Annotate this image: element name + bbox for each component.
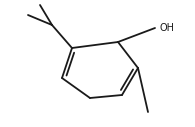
Text: OH: OH: [160, 23, 175, 33]
